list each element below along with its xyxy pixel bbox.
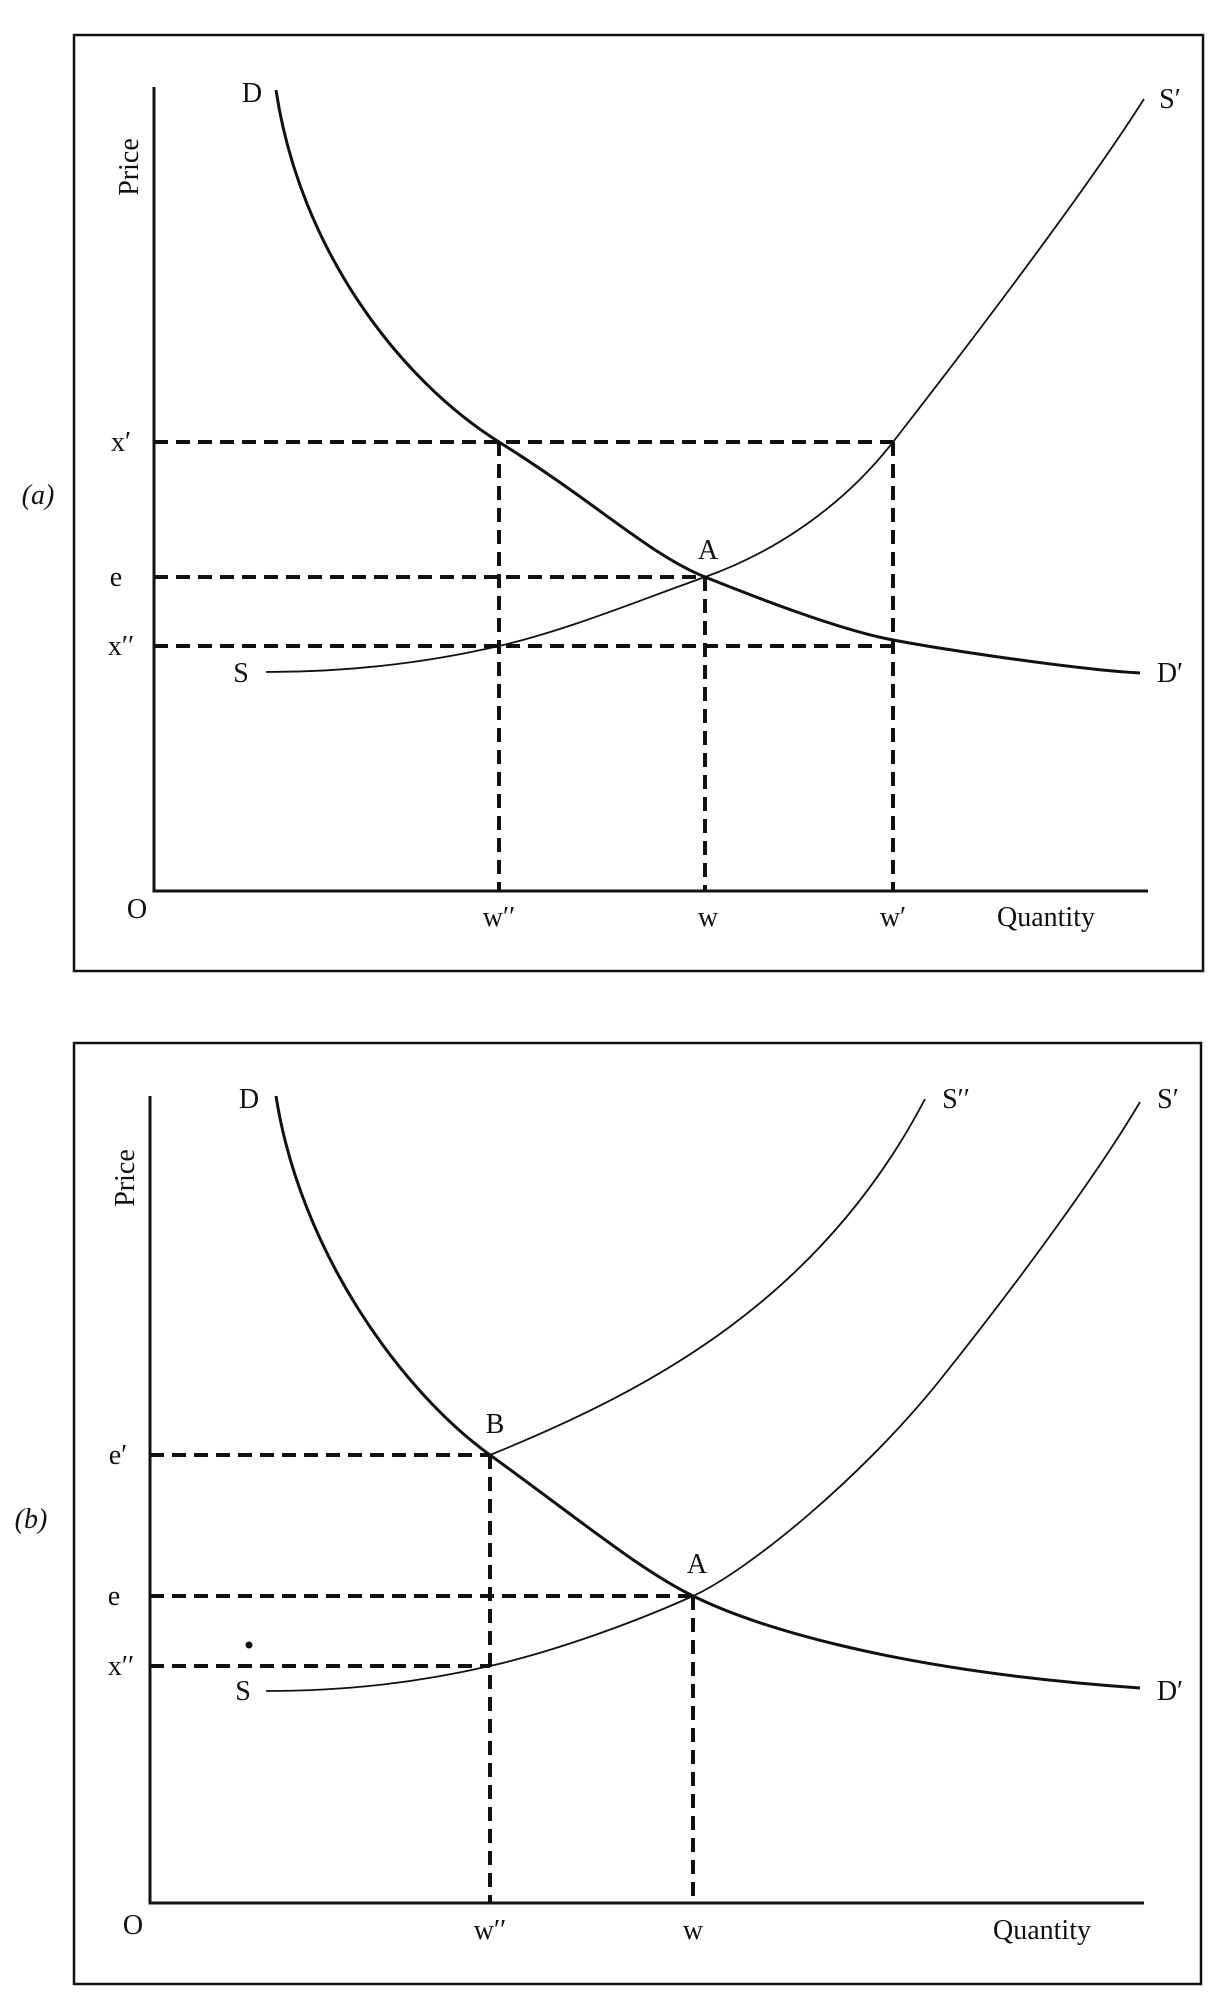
panel-b-price-x-double-prime: x′′	[108, 1651, 134, 1682]
panel-a-price-x-double-prime: x′′	[108, 631, 134, 662]
panel-a-tag: (a)	[22, 480, 55, 511]
panel-b-supply-curve	[265, 1101, 1141, 1692]
panel-a-axes	[152, 87, 1148, 893]
panel-b-qty-w-double-prime: w′′	[474, 1915, 506, 1946]
panel-a-price-x-prime: x′	[111, 427, 131, 458]
panel-a-origin-label: O	[127, 894, 147, 925]
panel-b-label-s-double-prime: S′′	[942, 1084, 970, 1115]
panel-b-label-d: D	[239, 1084, 259, 1115]
panel-b-label-s-prime: S′	[1157, 1084, 1179, 1115]
panel-b-y-axis-label: Price	[110, 1149, 141, 1207]
panel-a-supply-curve	[265, 98, 1145, 673]
panel-b-origin-label: O	[123, 1910, 143, 1941]
panel-a-label-s: S	[233, 658, 249, 689]
panel-a-label-d: D	[242, 78, 262, 109]
panel-b-stray-dot	[245, 1641, 253, 1649]
panel-a-x-axis-label: Quantity	[997, 902, 1095, 933]
panel-a-price-e: e	[110, 562, 122, 593]
panel-b-tag: (b)	[15, 1504, 48, 1535]
panel-b-label-d-prime: D′	[1157, 1676, 1183, 1707]
panel-b: (b) Price Quantity O e′ e x′′ w′′ w D D′…	[15, 1041, 1203, 1986]
panel-a-y-axis-label: Price	[114, 138, 145, 196]
panel-a-qty-w-prime: w′	[880, 902, 906, 933]
panel-a-demand-curve	[274, 89, 1141, 675]
panel-a-qty-w-double-prime: w′′	[483, 902, 515, 933]
panel-a-frame	[72, 33, 1205, 973]
panel-b-qty-w: w	[683, 1915, 704, 1946]
panel-b-price-e: e	[108, 1581, 120, 1612]
panel-b-shifted-supply-curve	[489, 1098, 926, 1456]
panel-b-label-s: S	[235, 1676, 251, 1707]
panel-b-price-e-prime: e′	[109, 1440, 128, 1471]
panel-b-point-a: A	[687, 1549, 708, 1580]
panel-a-qty-w: w	[698, 902, 719, 933]
panel-b-point-b: B	[486, 1409, 505, 1440]
panel-a: (a) Price Quantity O x′ e x′′ w′′ w w′ D…	[22, 33, 1205, 973]
panel-a-label-d-prime: D′	[1157, 658, 1183, 689]
panel-b-axes	[148, 1096, 1144, 1905]
panel-a-point-a: A	[698, 535, 719, 566]
panel-b-frame	[72, 1041, 1203, 1986]
panel-a-label-s-prime: S′	[1159, 84, 1181, 115]
panel-b-x-axis-label: Quantity	[993, 1915, 1091, 1946]
panel-b-demand-curve	[274, 1095, 1141, 1690]
